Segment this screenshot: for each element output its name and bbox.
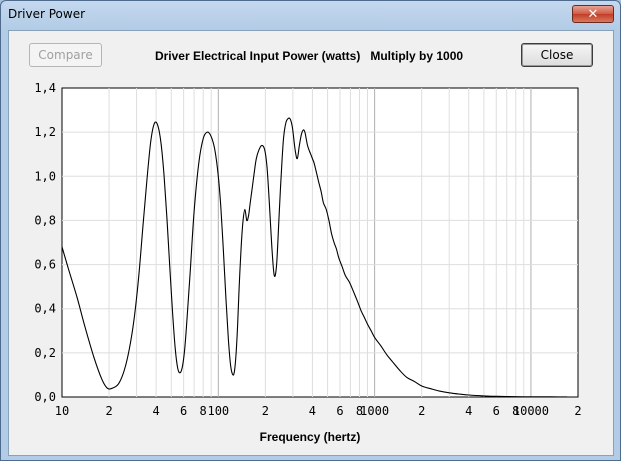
power-chart: 0,00,20,40,60,81,01,21,4 10 2 4 6 8 100 2 4 6 810…: [34, 81, 582, 444]
y-tick-label: 0,8: [34, 213, 56, 227]
x-tick-label: 4: [465, 404, 472, 418]
y-tick-label: 0,4: [34, 302, 56, 316]
x-tick-label: 6: [493, 404, 500, 418]
x-tick-label: 8: [356, 404, 363, 418]
y-tick-label: 0,0: [34, 390, 56, 404]
x-tick-label: 8: [512, 404, 519, 418]
power-curve: [61, 117, 567, 398]
x-tick-label: 6: [336, 404, 343, 418]
x-tick-label: 2: [105, 404, 112, 418]
x-tick-label: 8: [200, 404, 207, 418]
close-button[interactable]: Close: [521, 43, 593, 67]
x-tick-label: 2: [262, 404, 269, 418]
compare-button[interactable]: Compare: [29, 43, 102, 67]
x-tick-label: 2: [418, 404, 425, 418]
y-tick-label: 0,6: [34, 258, 56, 272]
client-area: Compare Driver Electrical Input Power (w…: [8, 30, 614, 456]
close-icon[interactable]: ✕: [572, 5, 614, 23]
x-axis-label: Frequency (hertz): [260, 430, 361, 444]
chart-heading: Driver Electrical Input Power (watts) Mu…: [154, 49, 464, 63]
x-tick-label: 4: [309, 404, 316, 418]
x-tick-label: 2: [574, 404, 581, 418]
y-tick-label: 1,4: [34, 81, 56, 95]
window-title: Driver Power: [8, 7, 86, 21]
y-tick-label: 1,2: [34, 125, 56, 139]
x-tick-label: 100: [207, 404, 229, 418]
x-tick-label: 4: [152, 404, 159, 418]
x-tick-label: 10000: [513, 404, 549, 418]
x-tick-label: 6: [180, 404, 187, 418]
x-tick-label: 10: [55, 404, 69, 418]
chart-grid: [62, 88, 578, 397]
title-bar[interactable]: Driver Power ✕: [1, 1, 620, 29]
y-tick-label: 1,0: [34, 169, 56, 183]
x-tick-label: 1000: [360, 404, 389, 418]
plot-area: [61, 87, 579, 398]
y-tick-label: 0,2: [34, 346, 56, 360]
y-axis-ticks: 0,0 0,2 0,4 0,6 0,8 1,0 1,2 1,4: [34, 81, 56, 404]
